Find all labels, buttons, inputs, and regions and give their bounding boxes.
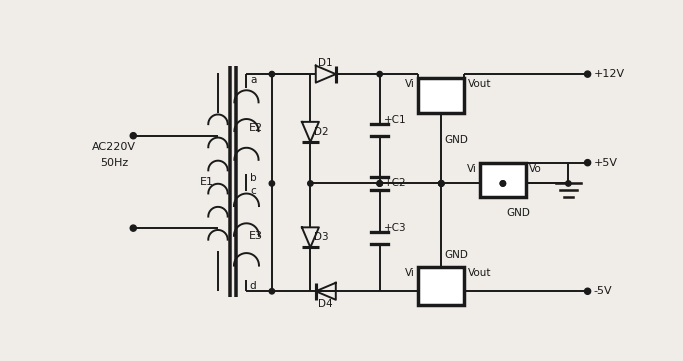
Text: Vout: Vout xyxy=(467,268,491,278)
Circle shape xyxy=(377,181,382,186)
Text: -5V: -5V xyxy=(594,286,613,296)
Circle shape xyxy=(377,181,382,186)
Text: +C3: +C3 xyxy=(384,223,406,233)
Circle shape xyxy=(585,71,591,77)
Text: Vi: Vi xyxy=(405,79,415,89)
Text: D1: D1 xyxy=(318,57,333,68)
Text: d: d xyxy=(250,281,257,291)
Circle shape xyxy=(269,288,275,294)
Circle shape xyxy=(377,181,382,186)
Text: AC220V: AC220V xyxy=(92,142,136,152)
Text: E2: E2 xyxy=(249,123,263,133)
Circle shape xyxy=(438,181,444,186)
Text: E3: E3 xyxy=(249,231,263,241)
Circle shape xyxy=(585,160,591,166)
Circle shape xyxy=(269,71,275,77)
Circle shape xyxy=(500,181,505,186)
Bar xyxy=(418,78,464,113)
Text: Vi: Vi xyxy=(466,164,477,174)
Text: 7805: 7805 xyxy=(488,172,518,182)
Text: +5V: +5V xyxy=(594,158,617,168)
Circle shape xyxy=(377,71,382,77)
Text: +C1: +C1 xyxy=(384,115,406,125)
Circle shape xyxy=(438,181,444,186)
Text: b: b xyxy=(250,173,257,183)
Circle shape xyxy=(438,181,444,186)
Text: GND: GND xyxy=(506,208,530,218)
Text: a: a xyxy=(250,75,257,85)
Text: 50Hz: 50Hz xyxy=(100,158,128,168)
Text: Vi: Vi xyxy=(405,268,415,278)
Text: c: c xyxy=(251,186,257,196)
Circle shape xyxy=(438,181,444,186)
Circle shape xyxy=(269,181,275,186)
Text: 7812: 7812 xyxy=(426,87,457,97)
Text: 7905: 7905 xyxy=(426,278,457,288)
Circle shape xyxy=(307,181,313,186)
Text: D3: D3 xyxy=(314,232,329,242)
Circle shape xyxy=(130,225,137,231)
Circle shape xyxy=(585,288,591,294)
Text: E1: E1 xyxy=(199,177,213,187)
Bar xyxy=(479,163,526,197)
Text: Vo: Vo xyxy=(529,164,542,174)
Text: +C2: +C2 xyxy=(384,178,406,188)
Circle shape xyxy=(500,181,505,186)
Text: D2: D2 xyxy=(314,127,329,137)
Text: GND: GND xyxy=(445,250,469,260)
Text: D4: D4 xyxy=(318,299,333,309)
Circle shape xyxy=(566,181,571,186)
Text: Vout: Vout xyxy=(467,79,491,89)
Circle shape xyxy=(130,132,137,139)
Text: GND: GND xyxy=(445,135,469,144)
Bar xyxy=(418,267,464,305)
Text: +12V: +12V xyxy=(594,69,625,79)
